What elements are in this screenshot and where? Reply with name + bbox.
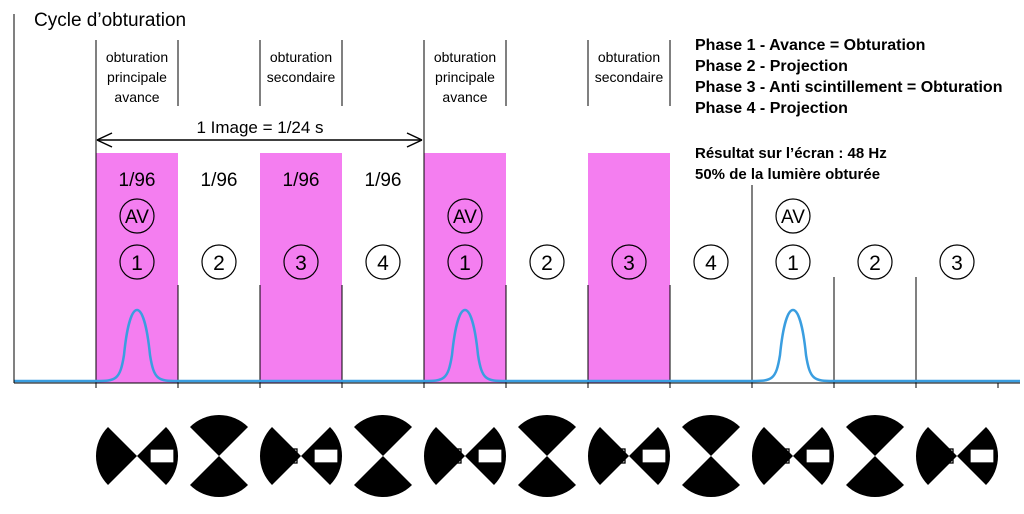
phase-legend: Phase 1 - Avance = Obturation Phase 2 - … [695, 37, 1002, 117]
phase-number: 1 [447, 244, 483, 280]
phase-durations: 1/96 1/96 1/96 1/96 [119, 170, 402, 191]
phase-label-line: avance [442, 89, 487, 105]
phase-label-line: obturation [434, 49, 496, 65]
phase-number-label: 2 [213, 252, 225, 275]
shutter-discs [95, 414, 999, 498]
phase-number-label: 4 [377, 252, 389, 275]
phase-label-line: avance [114, 89, 159, 105]
shutter-disc-horizontal [915, 427, 999, 485]
projector-gate [641, 448, 667, 464]
phase-number: 2 [529, 244, 565, 280]
projector-gate [149, 448, 175, 464]
phase-number-label: 4 [705, 252, 717, 275]
projector-gate [805, 448, 831, 464]
phase-number: 1 [119, 244, 155, 280]
phase-label-line: obturation [270, 49, 332, 65]
projector-gate [969, 448, 995, 464]
phase-number-label: 3 [295, 252, 307, 275]
legend-line-4: Phase 4 - Projection [695, 100, 848, 117]
phase-number: 3 [611, 244, 647, 280]
phase-number: 1 [775, 244, 811, 280]
shutter-disc-horizontal [423, 427, 507, 485]
phase-duration: 1/96 [201, 170, 238, 191]
projector-gate [313, 448, 339, 464]
legend-line-1: Phase 1 - Avance = Obturation [695, 37, 925, 54]
shutter-disc-horizontal [95, 427, 179, 485]
result-light-loss: 50% de la lumière obturée [695, 166, 880, 183]
phase-number-label: 3 [951, 252, 963, 275]
phase-boundaries [95, 40, 917, 383]
phase-number-label: 3 [623, 252, 635, 275]
advance-markers: AV AV AV [119, 198, 811, 234]
legend-line-2: Phase 2 - Projection [695, 58, 848, 75]
phase-numbers: 1 2 3 4 1 2 3 4 1 2 3 [119, 244, 975, 280]
advance-label: AV [781, 207, 805, 228]
advance-marker: AV [119, 198, 155, 234]
obturation-block [260, 153, 342, 383]
phase-label-line: principale [107, 69, 167, 85]
phase-label-line: obturation [598, 49, 660, 65]
phase-number-label: 1 [459, 252, 471, 275]
light-curve [14, 308, 1020, 383]
obturation-blocks [96, 153, 670, 383]
shutter-disc-horizontal [751, 427, 835, 485]
image-duration-arrow: 1 Image = 1/24 s [96, 117, 423, 148]
image-duration-label: 1 Image = 1/24 s [196, 118, 323, 137]
light-pulses [14, 308, 1020, 383]
screen-result: Résultat sur l’écran : 48 Hz 50% de la l… [695, 145, 887, 183]
phase-duration: 1/96 [365, 170, 402, 191]
advance-label: AV [125, 207, 149, 228]
phase-number: 4 [365, 244, 401, 280]
phase-number-label: 1 [131, 252, 143, 275]
obturation-block [424, 153, 506, 383]
phase-label-line: obturation [106, 49, 168, 65]
phase-number: 3 [283, 244, 319, 280]
shutter-disc-horizontal [259, 427, 343, 485]
diagram-title: Cycle d’obturation [34, 10, 186, 31]
phase-label-line: secondaire [595, 69, 664, 85]
result-frequency: Résultat sur l’écran : 48 Hz [695, 145, 887, 162]
phase-number-label: 1 [787, 252, 799, 275]
advance-marker: AV [775, 198, 811, 234]
axis-ticks [95, 383, 999, 388]
projector-gate [477, 448, 503, 464]
phase-duration: 1/96 [283, 170, 320, 191]
phase-number-label: 2 [541, 252, 553, 275]
shutter-disc-horizontal [587, 427, 671, 485]
phase-number: 2 [857, 244, 893, 280]
obturation-block [588, 153, 670, 383]
phase-label-line: secondaire [267, 69, 336, 85]
phase-number: 4 [693, 244, 729, 280]
legend-line-3: Phase 3 - Anti scintillement = Obturatio… [695, 79, 1002, 96]
phase-duration: 1/96 [119, 170, 156, 191]
obturation-block [96, 153, 178, 383]
phase-label-line: principale [435, 69, 495, 85]
phase-number-label: 2 [869, 252, 881, 275]
phase-number: 3 [939, 244, 975, 280]
advance-label: AV [453, 207, 477, 228]
phase-number: 2 [201, 244, 237, 280]
advance-marker: AV [447, 198, 483, 234]
phase-labels: obturation principale avance obturation seco… [106, 49, 664, 105]
